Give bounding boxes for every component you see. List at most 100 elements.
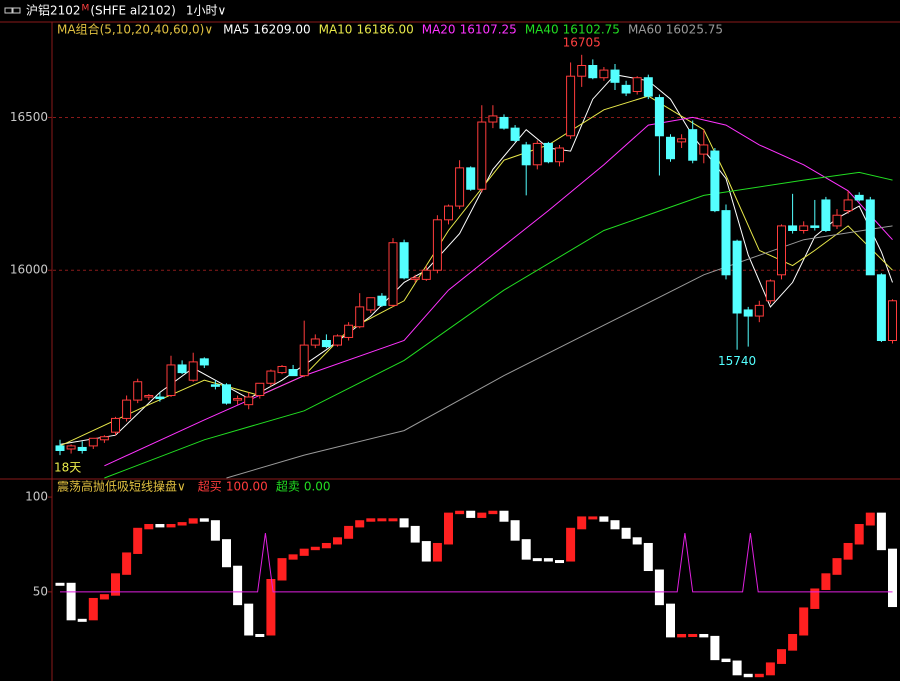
legend-name: 超卖 (276, 479, 300, 494)
candle-body (455, 167, 465, 207)
legend-value: 0.00 (304, 480, 331, 494)
candle-body (532, 142, 542, 166)
icon (12, 7, 21, 14)
plot-layer: 16000 16500 16705 15740 MA5 16209.00 MA10 16186… (10, 23, 900, 678)
candle-body (199, 358, 209, 366)
indicator-bar (721, 658, 731, 663)
candle-body (155, 396, 165, 400)
candle-body (432, 219, 442, 271)
indicator-bar (876, 512, 886, 551)
indicator-bar (255, 633, 265, 637)
indicator-bar (854, 524, 864, 545)
candle-body (510, 127, 520, 141)
candle-body (699, 144, 709, 155)
indicator-bar (632, 537, 642, 545)
candle-body (321, 340, 331, 348)
indicator-bar (488, 510, 498, 515)
indicator-bar (799, 607, 809, 636)
candle-body (566, 75, 576, 137)
legend-name: MA5 (223, 23, 249, 37)
min-label: 15740 (718, 354, 756, 368)
legend-title[interactable]: MA组合(5,10,20,40,60,0)∨ (57, 22, 213, 37)
indicator-bar (499, 510, 509, 522)
indicator-title[interactable]: 震荡高抛低吸短线操盘∨ (57, 479, 186, 494)
indicator-bar (122, 552, 132, 575)
indicator-bar (388, 518, 398, 522)
indicator-bar (199, 518, 209, 522)
candle-body (477, 121, 487, 190)
indicator-bar (410, 525, 420, 543)
candle-body (88, 437, 98, 447)
candle-body (421, 269, 431, 280)
indicator-bar (77, 618, 87, 622)
indicator-bar (555, 560, 564, 564)
indicator-bar (66, 582, 76, 621)
indicator-bar (566, 527, 576, 562)
indicator-bar (99, 594, 109, 600)
candle-body (266, 370, 276, 384)
candle-body (865, 199, 875, 276)
candle-body (810, 225, 820, 228)
candle-body (77, 446, 87, 452)
legend-value: 16102.75 (563, 23, 620, 37)
candle-body (799, 225, 809, 232)
candle-body (765, 280, 775, 302)
indicator-bar (144, 524, 154, 530)
candle-body (377, 295, 387, 306)
indicator-bar (577, 516, 587, 530)
candle-body (843, 199, 853, 212)
indicator-bar (843, 542, 853, 560)
indicator-bar (699, 633, 709, 638)
legend-value: 100.00 (226, 480, 268, 494)
icon (4, 7, 13, 14)
header-bar (0, 0, 900, 22)
indicator-bar (543, 558, 553, 562)
indicator-bar (754, 673, 764, 678)
legend-value: 16186.00 (356, 23, 413, 37)
candle-body (299, 344, 309, 377)
indicator-bar (111, 573, 120, 596)
candle-body (177, 364, 187, 374)
candle-body (832, 214, 842, 227)
legend-value: 16107.25 (460, 23, 517, 37)
indicator-bar (654, 569, 664, 606)
indicator-bar (399, 518, 409, 528)
indicator-bar (188, 518, 198, 524)
legend-name: MA60 (628, 23, 662, 37)
y-tick-label: 16000 (10, 263, 48, 277)
candle-body (754, 304, 764, 317)
indicator-bar (366, 518, 376, 522)
candle-body (710, 150, 720, 212)
indicator-bar (777, 649, 786, 664)
period-selector[interactable]: 1小时∨ (186, 4, 226, 18)
indicator-bar (588, 516, 598, 520)
candle-body (577, 65, 587, 77)
indicator-bar (765, 662, 775, 676)
candle-body (388, 242, 398, 306)
symbol-code: (SHFE al2102) (90, 4, 176, 18)
indicator-bar (677, 633, 687, 638)
candle-body (588, 65, 598, 79)
ma-line (104, 116, 893, 467)
candle-body (777, 225, 786, 276)
indicator-bar (133, 527, 143, 554)
candle-body (99, 436, 109, 441)
candle-body (410, 277, 420, 280)
indicator-bar (88, 597, 98, 621)
indicator-bar (743, 673, 753, 678)
indicator-bar (599, 516, 609, 522)
candle-body (821, 199, 831, 231)
candle-body (555, 147, 564, 163)
candle-body (188, 361, 198, 381)
candle-body (144, 395, 154, 398)
candle-body (210, 384, 220, 387)
indicator-bar (233, 565, 243, 606)
indicator-bar (610, 520, 620, 530)
indicator-bar (466, 510, 476, 518)
indicator-bar (166, 524, 176, 528)
candle-body (666, 136, 675, 160)
indicator-bar (288, 554, 298, 560)
indicator-bar (355, 520, 365, 528)
indicator-bar (810, 588, 820, 609)
candle-body (122, 399, 132, 419)
